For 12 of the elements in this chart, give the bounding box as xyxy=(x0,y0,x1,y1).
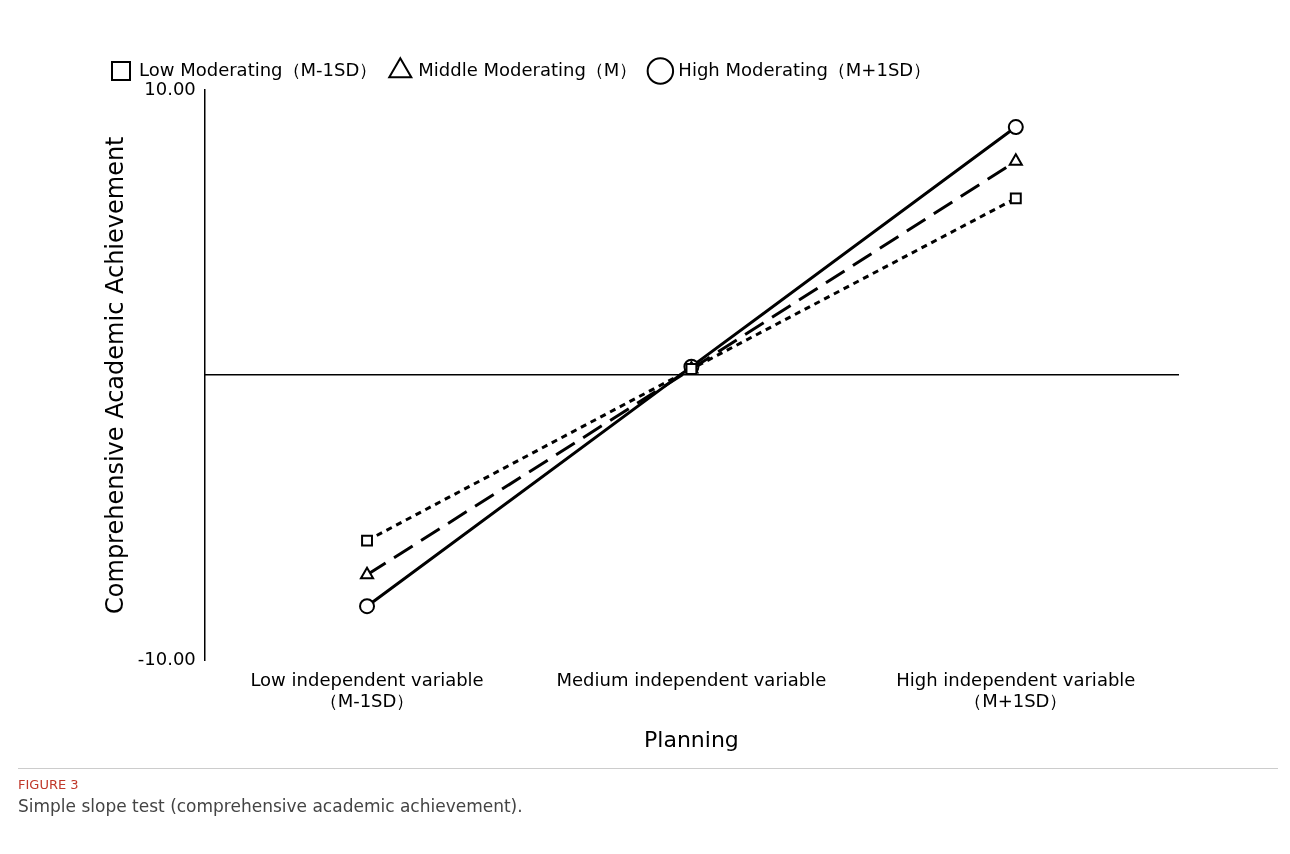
y-tick-label: -10.00 xyxy=(137,648,196,670)
y-axis-title: Comprehensive Academic Achievement xyxy=(100,136,129,614)
text: Simple slope test (comprehensive academic achievement). xyxy=(18,796,524,816)
y-tick-label: 10.00 xyxy=(144,77,196,99)
x-axis-title: Planning xyxy=(644,726,739,752)
x-tick-label: Low independent variable （M-1SD） xyxy=(250,668,484,712)
legend-label: High Moderating（M+1SD） xyxy=(678,58,932,80)
caption: FIGURE 3 xyxy=(18,777,80,792)
x-tick-label: Medium independent variable xyxy=(556,668,827,690)
legend-label: Middle Moderating（M） xyxy=(418,58,638,80)
x-tick-label: High independent variable （M+1SD） xyxy=(896,668,1136,712)
legend-label: Low Moderating（M-1SD） xyxy=(139,58,378,80)
